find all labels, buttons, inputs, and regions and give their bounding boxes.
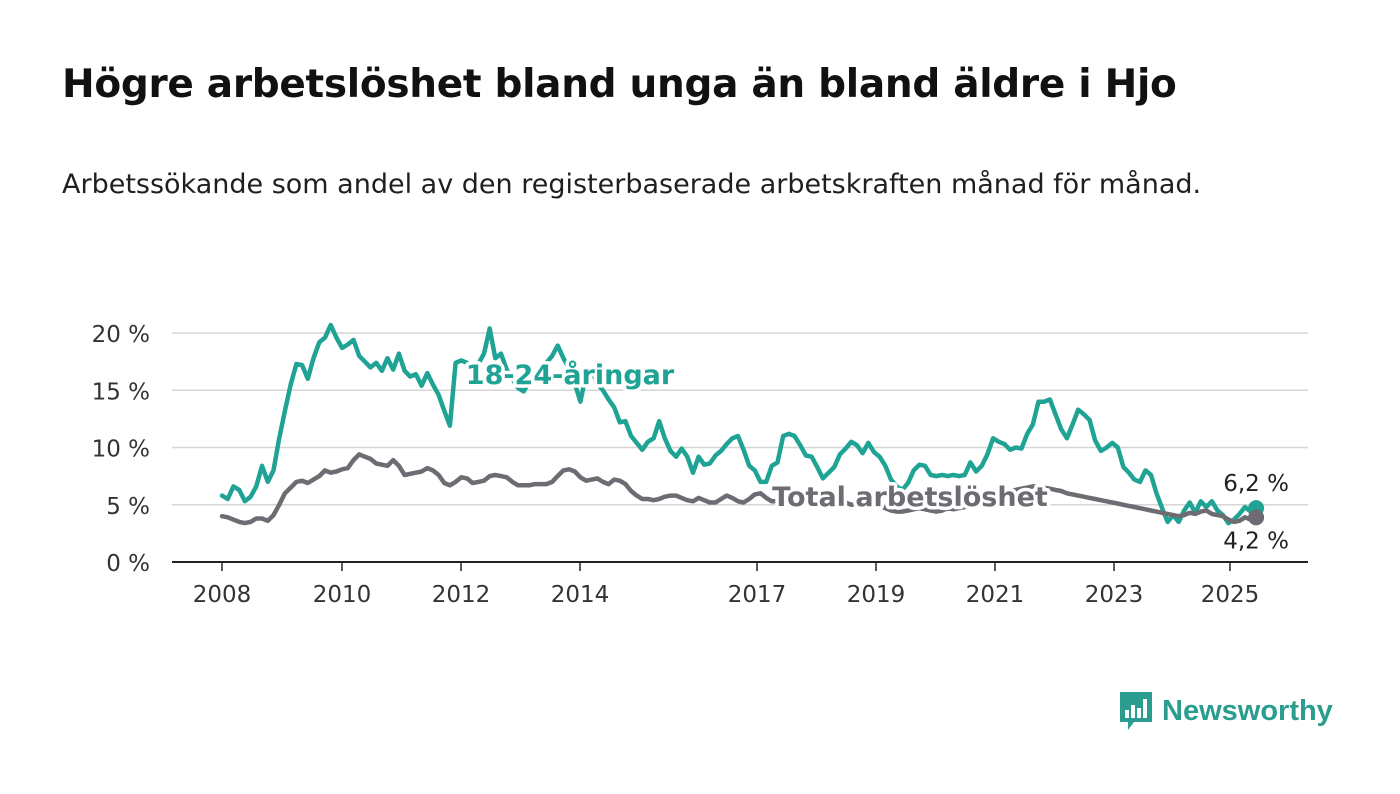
- series-name-label: Total arbetslöshet: [772, 482, 1048, 513]
- x-tick-label: 2019: [847, 582, 906, 608]
- x-tick-label: 2014: [551, 582, 610, 608]
- series-layer: [219, 322, 1259, 526]
- series-line: [219, 452, 1259, 526]
- chart-subtitle: Arbetssökande som andel av den registerb…: [62, 169, 1202, 200]
- newsworthy-logo: Newsworthy: [1118, 690, 1333, 732]
- x-tick-label: 2010: [313, 582, 372, 608]
- bar-chart-speech-bubble-icon: [1120, 692, 1152, 730]
- series-labels: 18-24-åringar Total arbetslöshet 6,2 % 4,2 …: [462, 356, 1289, 555]
- series-line: [219, 322, 1259, 526]
- series-end-label: 4,2 %: [1223, 528, 1289, 554]
- series-name-label: 18-24-åringar: [466, 359, 675, 391]
- y-tick-label: 20 %: [92, 322, 150, 348]
- series-end-point: [1248, 509, 1265, 526]
- x-tick-label: 2021: [966, 582, 1025, 608]
- series-end-label: 6,2 %: [1223, 471, 1289, 497]
- y-tick-label: 0 %: [106, 551, 150, 577]
- y-tick-label: 5 %: [106, 494, 150, 520]
- y-tick-label: 15 %: [92, 379, 150, 405]
- y-tick-label: 10 %: [92, 437, 150, 463]
- y-axis: 0 % 5 % 10 % 15 % 20 %: [92, 322, 150, 577]
- brand-name: Newsworthy: [1162, 694, 1333, 727]
- x-tick-label: 2025: [1201, 582, 1260, 608]
- chart-title: Högre arbetslöshet bland unga än bland ä…: [62, 62, 1177, 107]
- x-tick-label: 2023: [1085, 582, 1144, 608]
- x-tick-label: 2012: [432, 582, 491, 608]
- x-axis: 2008 2010 2012 2014 2017 2019 2021 2023 2025: [172, 561, 1308, 608]
- x-tick-label: 2017: [728, 582, 787, 608]
- x-tick-label: 2008: [193, 582, 252, 608]
